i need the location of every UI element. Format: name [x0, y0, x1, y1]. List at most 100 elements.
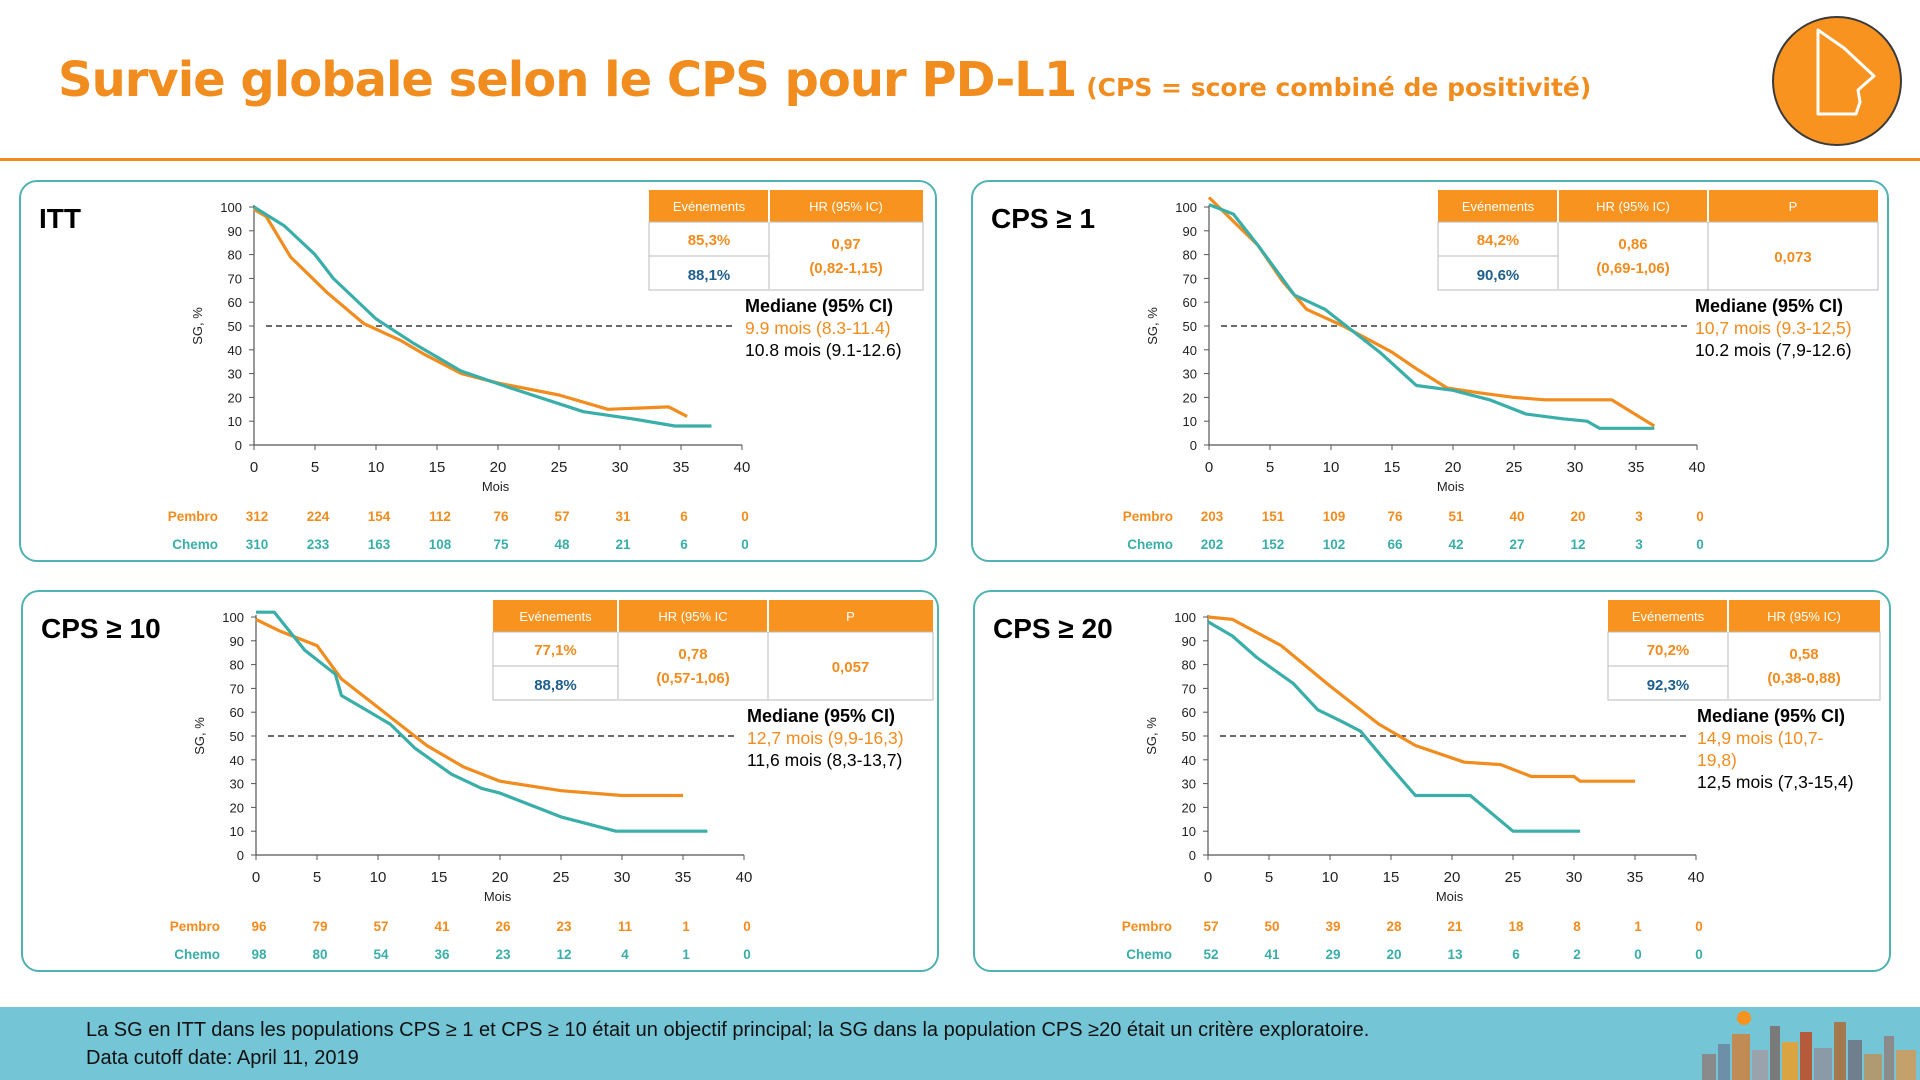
hazard-ratio: 0,78 — [678, 646, 707, 663]
at-risk-value: 20 — [1386, 947, 1401, 962]
at-risk-value: 1 — [682, 919, 690, 934]
km-panel-cps1: CPS ≥ 1 0 10 20 30 40 50 60 70 80 90 100 0 5 10 15 20 25 3… — [971, 180, 1889, 562]
at-risk-value: 40 — [1509, 509, 1524, 524]
median-label: Mediane (95% CI) — [1697, 706, 1845, 726]
hazard-ratio-ci: (0,69-1,06) — [1596, 260, 1669, 277]
at-risk-value: 31 — [615, 509, 631, 524]
at-risk-value: 23 — [495, 947, 511, 962]
y-tick-label: 50 — [230, 729, 244, 744]
at-risk-value: 154 — [368, 509, 391, 524]
y-tick-label: 0 — [1189, 848, 1196, 863]
x-tick-label: 10 — [1323, 459, 1340, 476]
at-risk-value: 1 — [682, 947, 690, 962]
x-tick-label: 40 — [736, 869, 753, 886]
at-risk-value: 76 — [493, 509, 509, 524]
logo-breast-icon — [1772, 16, 1902, 146]
at-risk-value: 0 — [741, 537, 749, 552]
at-risk-value: 3 — [1635, 537, 1643, 552]
at-risk-value: 0 — [743, 919, 751, 934]
median-chemo: 10.2 mois (7,9-12.6) — [1695, 340, 1852, 360]
x-tick-label: 20 — [1444, 869, 1461, 886]
at-risk-value: 2 — [1573, 947, 1581, 962]
x-tick-label: 40 — [734, 459, 751, 476]
at-risk-value: 52 — [1203, 947, 1218, 962]
km-panel-cps20: CPS ≥ 20 0 10 20 30 40 50 60 70 80 90 100 0 5 10 15 20 25… — [973, 590, 1891, 972]
y-tick-label: 60 — [230, 705, 244, 720]
at-risk-value: 11 — [618, 919, 633, 934]
x-tick-label: 25 — [551, 459, 568, 476]
x-axis-label: Mois — [484, 889, 512, 904]
events-chemo: 88,8% — [534, 677, 577, 694]
x-tick-label: 15 — [1383, 869, 1400, 886]
km-curve-chemo — [1208, 203, 1655, 430]
at-risk-value: 224 — [307, 509, 330, 524]
at-risk-value: 310 — [246, 537, 269, 552]
y-tick-label: 100 — [1174, 610, 1196, 625]
y-tick-label: 70 — [1182, 681, 1196, 696]
events-pembro: 84,2% — [1477, 232, 1520, 249]
table-header-cell: Evénements — [1462, 199, 1535, 214]
median-label: Mediane (95% CI) — [747, 706, 895, 726]
at-risk-value: 12 — [556, 947, 571, 962]
at-risk-value: 6 — [680, 509, 688, 524]
at-risk-value: 202 — [1201, 537, 1224, 552]
at-risk-value: 98 — [251, 947, 267, 962]
median-chemo: 11,6 mois (8,3-13,7) — [747, 750, 902, 770]
median-pembro: 12,7 mois (9,9-16,3) — [747, 728, 904, 748]
at-risk-value: 6 — [1512, 947, 1520, 962]
page-title: Survie globale selon le CPS pour PD-L1 (C… — [58, 52, 1591, 108]
km-curve-pembro — [253, 208, 688, 418]
at-risk-label-chemo: Chemo — [1127, 537, 1173, 552]
y-tick-label: 80 — [228, 248, 242, 263]
at-risk-value: 1 — [1634, 919, 1642, 934]
y-tick-label: 100 — [222, 610, 244, 625]
at-risk-label-pembro: Pembro — [168, 509, 218, 524]
at-risk-value: 50 — [1264, 919, 1279, 934]
at-risk-value: 312 — [246, 509, 269, 524]
y-tick-label: 20 — [1182, 800, 1196, 815]
x-tick-label: 20 — [490, 459, 507, 476]
at-risk-value: 51 — [1448, 509, 1464, 524]
km-curve-chemo — [256, 610, 708, 833]
x-axis-label: Mois — [482, 479, 510, 494]
at-risk-label-pembro: Pembro — [1123, 509, 1173, 524]
median-pembro: 10,7 mois (9.3-12,5) — [1695, 318, 1852, 338]
panel-label: CPS ≥ 10 — [41, 613, 161, 644]
city-skyline-icon — [1702, 1011, 1916, 1080]
km-panel-itt: ITT 0 10 20 30 40 50 60 70 80 90 100 0 5 10 15 20 25 30 35 4… — [19, 180, 937, 562]
median-label: Mediane (95% CI) — [1695, 296, 1843, 316]
y-tick-label: 90 — [228, 224, 242, 239]
title-divider — [0, 158, 1920, 161]
y-tick-label: 20 — [1183, 390, 1197, 405]
at-risk-value: 4 — [621, 947, 629, 962]
median-pembro: 19,8) — [1697, 750, 1737, 770]
x-tick-label: 0 — [250, 459, 258, 476]
y-axis-label: SG, % — [190, 307, 205, 345]
y-tick-label: 60 — [228, 295, 242, 310]
median-label: Mediane (95% CI) — [745, 296, 893, 316]
at-risk-label-pembro: Pembro — [1122, 919, 1172, 934]
y-tick-label: 20 — [230, 800, 244, 815]
y-tick-label: 0 — [237, 848, 244, 863]
title-main: Survie globale selon le CPS pour PD-L1 — [58, 52, 1077, 108]
at-risk-value: 20 — [1570, 509, 1585, 524]
y-tick-label: 10 — [230, 824, 244, 839]
x-tick-label: 5 — [311, 459, 319, 476]
table-header-cell: HR (95% IC — [658, 609, 727, 624]
x-tick-label: 0 — [1204, 869, 1212, 886]
hazard-ratio: 0,58 — [1789, 646, 1818, 663]
hazard-ratio-ci: (0,82-1,15) — [809, 260, 882, 277]
results-table-header — [1608, 600, 1880, 632]
x-tick-label: 10 — [1322, 869, 1339, 886]
x-tick-label: 25 — [1505, 869, 1522, 886]
at-risk-value: 29 — [1325, 947, 1340, 962]
x-tick-label: 40 — [1688, 869, 1705, 886]
at-risk-value: 27 — [1509, 537, 1524, 552]
y-tick-label: 60 — [1183, 295, 1197, 310]
y-tick-label: 90 — [1183, 224, 1197, 239]
x-tick-label: 30 — [1567, 459, 1584, 476]
y-tick-label: 30 — [230, 777, 244, 792]
x-tick-label: 5 — [1266, 459, 1274, 476]
x-axis-label: Mois — [1436, 889, 1464, 904]
table-header-cell: Evénements — [519, 609, 592, 624]
